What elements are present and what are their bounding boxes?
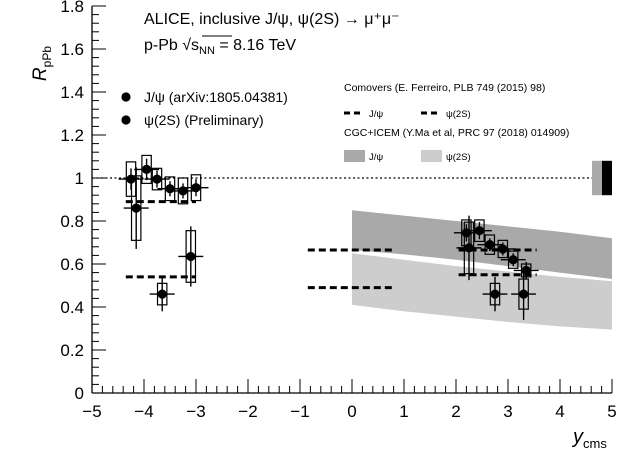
- x-tick-label: 4: [555, 402, 564, 421]
- legend-psi2s-label: ψ(2S) (Preliminary): [144, 112, 264, 128]
- y-tick-label: 0: [75, 384, 84, 403]
- comovers-jpsi-label: J/ψ: [369, 109, 383, 120]
- psi2s-point: [157, 289, 167, 299]
- comovers-title: Comovers (E. Ferreiro, PLB 749 (2015) 98…: [344, 82, 545, 94]
- x-tick-label: −2: [238, 402, 257, 421]
- data-legend: J/ψ (arXiv:1805.04381) ψ(2S) (Preliminar…: [121, 89, 288, 128]
- jpsi-point: [152, 174, 162, 184]
- cgc-title: CGC+ICEM (Y.Ma et al, PRC 97 (2018) 0149…: [344, 127, 569, 139]
- y-tick-label: 1.8: [60, 0, 84, 16]
- global-uncertainty-box: [602, 160, 612, 196]
- jpsi-point: [165, 184, 175, 194]
- legend-jpsi-marker: [121, 92, 131, 102]
- y-axis-title: RpPb: [30, 46, 54, 81]
- global-uncertainty-box: [592, 160, 602, 196]
- y-tick-label: 0.8: [60, 212, 84, 231]
- cgc-jpsi-swatch: [344, 150, 365, 162]
- cgc-psi2s-label: ψ(2S): [446, 152, 471, 163]
- x-tick-label: 5: [607, 402, 616, 421]
- jpsi-point: [474, 226, 484, 236]
- jpsi-point: [178, 186, 188, 196]
- psi2s-point: [464, 243, 474, 253]
- x-tick-label: −1: [290, 402, 309, 421]
- y-tick-label: 0.4: [60, 298, 84, 317]
- model-legend: Comovers (E. Ferreiro, PLB 749 (2015) 98…: [344, 82, 569, 163]
- cgc-psi2s-band: [352, 253, 612, 330]
- jpsi-point: [191, 183, 201, 193]
- jpsi-point: [508, 255, 518, 265]
- y-tick-label: 1.2: [60, 126, 84, 145]
- cgc-psi2s-swatch: [421, 150, 442, 162]
- psi2s-point: [519, 289, 529, 299]
- x-tick-label: −4: [134, 402, 153, 421]
- y-tick-label: 0.6: [60, 255, 84, 274]
- x-tick-label: −5: [82, 402, 101, 421]
- psi2s-point: [186, 251, 196, 262]
- psi2s-point: [490, 289, 500, 299]
- jpsi-point: [498, 244, 508, 254]
- x-tick-label: 3: [503, 402, 512, 421]
- y-tick-label: 1.6: [60, 40, 84, 59]
- annotation-system: p-Pb √sNN = 8.16 TeV: [144, 37, 296, 57]
- y-tick-label: 1: [75, 169, 84, 188]
- comovers-psi2s-label: ψ(2S): [446, 109, 471, 120]
- jpsi-point: [485, 240, 495, 250]
- y-tick-label: 1.4: [60, 83, 84, 102]
- x-axis-title: ycms: [571, 426, 607, 451]
- x-tick-label: 2: [451, 402, 460, 421]
- jpsi-point: [142, 164, 152, 174]
- cgc-jpsi-label: J/ψ: [369, 152, 383, 163]
- y-tick-label: 0.2: [60, 341, 84, 360]
- global-uncertainty: [592, 160, 612, 196]
- legend-jpsi-label: J/ψ (arXiv:1805.04381): [144, 89, 288, 105]
- axes: [91, 5, 613, 394]
- x-tick-label: 0: [347, 402, 356, 421]
- tick-labels: −5 −4 −3 −2 −1 0 1 2 3 4 5 0 0.2 0.4 0.6 0.8 1 1.2 1.4 1.6 1…: [60, 0, 616, 421]
- annotation-experiment: ALICE, inclusive J/ψ, ψ(2S) → μ⁺μ⁻: [144, 11, 400, 28]
- x-tick-label: −3: [186, 402, 205, 421]
- data-points: [118, 154, 539, 320]
- psi2s-point: [131, 203, 141, 213]
- legend-psi2s-marker: [121, 115, 131, 125]
- x-tick-label: 1: [399, 402, 408, 421]
